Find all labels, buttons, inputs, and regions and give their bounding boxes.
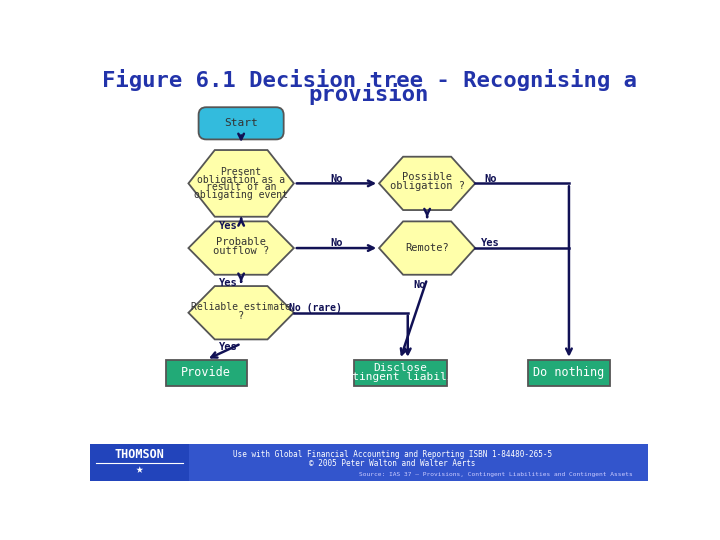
Text: Source: IAS 37 – Provisions, Contingent Liabilities and Contingent Assets: Source: IAS 37 – Provisions, Contingent … — [359, 472, 632, 477]
Text: THOMSON: THOMSON — [114, 448, 165, 461]
Polygon shape — [189, 286, 294, 340]
Text: Possible: Possible — [402, 172, 452, 182]
Text: No: No — [413, 280, 426, 290]
Text: Disclose: Disclose — [373, 363, 427, 373]
Text: Yes: Yes — [220, 221, 238, 231]
Text: Yes: Yes — [220, 278, 238, 288]
Text: Reliable estimate: Reliable estimate — [192, 301, 291, 312]
Text: ★: ★ — [136, 463, 143, 476]
Text: Start: Start — [224, 118, 258, 129]
Text: © 2005 Peter Walton and Walter Aerts: © 2005 Peter Walton and Walter Aerts — [309, 459, 475, 468]
Text: No: No — [330, 239, 343, 248]
Text: No (rare): No (rare) — [289, 303, 342, 313]
Text: Use with Global Financial Accounting and Reporting ISBN 1-84480-265-5: Use with Global Financial Accounting and… — [233, 450, 552, 459]
Text: contingent liability: contingent liability — [333, 373, 467, 382]
Text: result of an: result of an — [206, 182, 276, 192]
Bar — [90, 444, 648, 481]
Text: provision: provision — [309, 83, 429, 105]
FancyBboxPatch shape — [199, 107, 284, 139]
Text: Do nothing: Do nothing — [534, 366, 605, 379]
Text: No: No — [485, 174, 497, 184]
Bar — [354, 360, 446, 386]
Text: Present: Present — [220, 167, 261, 177]
Polygon shape — [379, 221, 475, 275]
Polygon shape — [379, 157, 475, 210]
Text: Provide: Provide — [181, 366, 231, 379]
Text: outflow ?: outflow ? — [213, 246, 269, 256]
Text: No: No — [330, 174, 343, 184]
Bar — [528, 360, 610, 386]
Text: Yes: Yes — [481, 239, 500, 248]
Polygon shape — [189, 150, 294, 217]
Text: obligation as a: obligation as a — [197, 174, 285, 185]
Text: Remote?: Remote? — [405, 243, 449, 253]
Text: Figure 6.1 Decision tree - Recognising a: Figure 6.1 Decision tree - Recognising a — [102, 69, 636, 91]
Bar — [166, 360, 247, 386]
Bar — [90, 444, 189, 481]
Polygon shape — [189, 221, 294, 275]
Text: obligation ?: obligation ? — [390, 181, 464, 192]
Text: Yes: Yes — [220, 342, 238, 353]
Text: ?: ? — [238, 311, 244, 321]
Text: obligating event: obligating event — [194, 190, 288, 200]
Text: Probable: Probable — [216, 237, 266, 247]
